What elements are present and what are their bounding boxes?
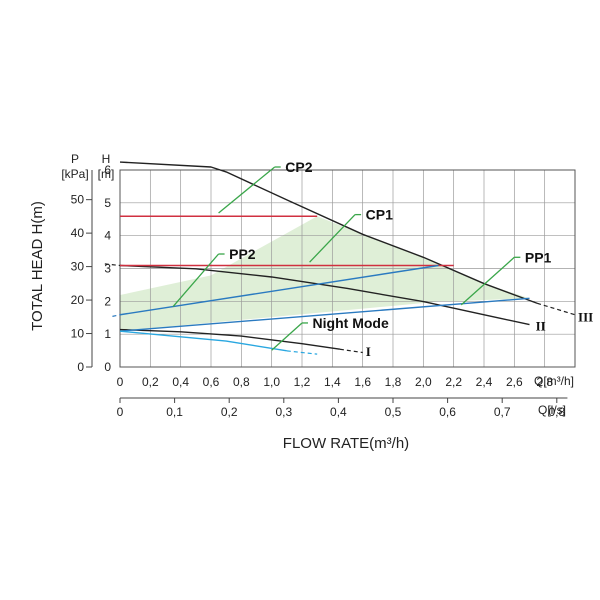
series-line-ii [119,264,530,326]
x-tick-m3h: 2,6 [506,375,523,389]
y-tick-kpa: 0 [77,360,84,374]
y-unit-kpa-label: P [71,152,79,166]
series-dash-night-mode [286,350,318,355]
plot-frame [119,169,576,368]
series-line-night-mode [119,330,287,352]
x-tick-ls: 0 [117,405,124,419]
y-tick-m: 6 [104,163,111,177]
series-line-iii [119,161,538,304]
leader-pp2 [172,253,220,307]
x-tick-ls: 0,3 [275,405,292,419]
x-tick-m3h: 1,6 [354,375,371,389]
series-dash-pp2 [112,314,121,317]
x-tick-m3h: 2,2 [445,375,462,389]
series-dash-ii [104,263,121,267]
x-unit-m3h-label: Q[m³/h] [534,374,574,388]
y-tick-m: 4 [104,229,111,243]
y-unit-kpa-sub: [kPa] [61,167,88,181]
y-tick-kpa: 10 [71,327,85,341]
y-tick-kpa: 20 [71,293,85,307]
x-tick-ls: 0,7 [494,405,511,419]
leader-pp1 [460,256,515,306]
x-tick-m3h: 0,2 [142,375,159,389]
x-tick-m3h: 0,6 [203,375,220,389]
x-tick-ls: 0,8 [548,405,565,419]
curve-label-cp1: CP1 [366,207,393,223]
x-tick-m3h: 1,2 [294,375,311,389]
y-tick-kpa: 50 [71,193,85,207]
operating-range-fill [120,216,530,332]
y-tick-m: 1 [104,327,111,341]
y-axis-title: TOTAL HEAD H(m) [29,201,46,331]
x-tick-m3h: 2,4 [476,375,493,389]
series-line-i [119,328,341,350]
y-tick-m: 5 [104,196,111,210]
y-tick-m: 3 [104,262,111,276]
series-dash-i [339,348,363,354]
x-tick-ls: 0,6 [439,405,456,419]
x-unit-ls-label: Q[l/s] [538,403,566,417]
chart-grid [119,169,576,368]
chart-axes: 0 1 2 3 4 5 6 0 10 20 30 40 50 0 0,2 0,4 0,6 0,8 1,0 1,2 1,4… [71,163,568,419]
y-unit-m-sub: [m] [98,167,115,181]
curve-label-pp1: PP1 [525,249,552,265]
x-tick-m3h: 0 [117,375,124,389]
curve-label-i: I [366,344,371,359]
x-tick-m3h: 1,0 [263,375,280,389]
leader-cp1 [309,214,356,263]
x-tick-m3h: 2,8 [536,375,553,389]
curve-label-night-mode: Night Mode [313,315,389,331]
leader-cp2 [218,166,276,214]
x-tick-m3h: 1,8 [385,375,402,389]
curve-label-iii: III [578,309,593,324]
curve-label-cp2: CP2 [285,159,312,175]
leader-night-mode [271,322,303,351]
x-tick-m3h: 0,4 [172,375,189,389]
label-leaders [172,166,521,351]
curve-label-ii: II [536,318,546,333]
curve-label-pp2: PP2 [229,246,256,262]
y-tick-kpa: 40 [71,226,85,240]
series-line-pp1 [119,297,530,332]
x-tick-ls: 0,5 [385,405,402,419]
x-tick-m3h: 1,4 [324,375,341,389]
y-tick-m: 0 [104,360,111,374]
y-tick-m: 2 [104,294,111,308]
series-dash-iii [536,302,576,316]
x-tick-ls: 0,2 [221,405,238,419]
x-tick-ls: 0,1 [166,405,183,419]
operating-range-area [120,216,530,332]
y-tick-kpa: 30 [71,260,85,274]
x-tick-m3h: 0,8 [233,375,250,389]
x-tick-ls: 0,4 [330,405,347,419]
y-unit-m-label: H [102,152,111,166]
x-tick-m3h: 2,0 [415,375,432,389]
x-axis-title: FLOW RATE(m³/h) [283,435,409,452]
